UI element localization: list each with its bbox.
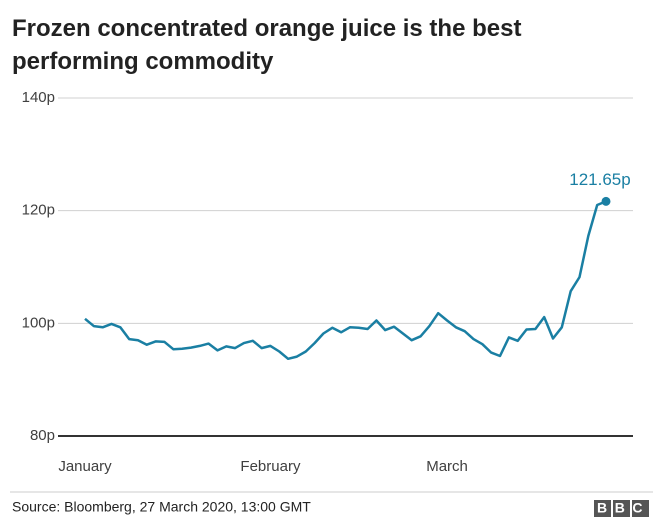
logo: BBC [597, 500, 650, 516]
chart-title: Frozen concentrated orange juice is the … [12, 15, 522, 75]
line [84, 200, 607, 361]
x-tick-label: February [240, 458, 301, 475]
logo-box [613, 500, 630, 517]
y-tick-label: 120p [22, 202, 55, 219]
logo-box [632, 500, 649, 517]
x-tick-label: March [426, 458, 468, 475]
y-tick-label: 140p [22, 89, 55, 106]
y-tick-label: 100p [22, 314, 55, 331]
x-tick-label: January [58, 458, 112, 475]
logo-box [594, 500, 611, 517]
source: Source: Bloomberg, 27 March 2020, 13:00 … [12, 499, 311, 515]
end-point [601, 196, 611, 206]
y-tick-label: 80p [30, 427, 55, 444]
value-label: 121.65p [569, 170, 630, 189]
